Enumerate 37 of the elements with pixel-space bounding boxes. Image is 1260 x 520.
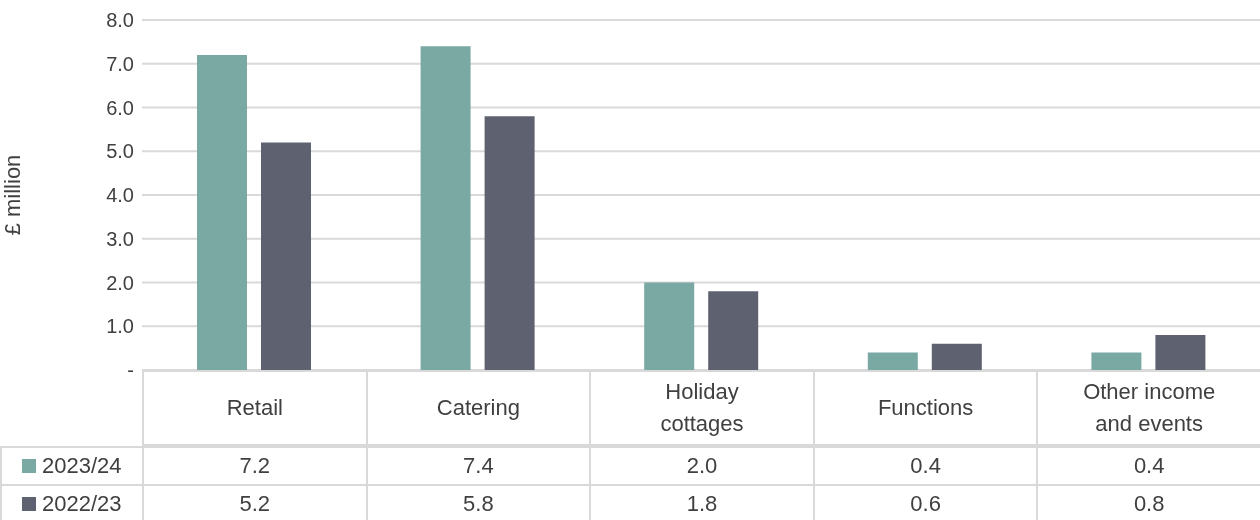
x-tick-label: Catering xyxy=(365,372,590,446)
bar xyxy=(1091,352,1142,370)
legend-label: 2022/23 xyxy=(42,490,122,518)
bar xyxy=(197,55,247,370)
data-label: 7.4 xyxy=(365,446,590,486)
x-tick-label: Holiday cottages xyxy=(589,372,813,446)
bar xyxy=(420,46,471,370)
data-label: 0.8 xyxy=(1036,486,1260,520)
legend-label: 2023/24 xyxy=(42,452,122,480)
bar xyxy=(261,142,311,370)
bar xyxy=(1155,335,1206,370)
y-tick-label: 7.0 xyxy=(106,52,134,75)
y-tick-label: 2.0 xyxy=(106,271,134,294)
data-label: 5.2 xyxy=(142,486,366,520)
data-label: 0.4 xyxy=(1036,446,1260,486)
y-tick-label: 3.0 xyxy=(106,227,134,250)
x-tick-label: Other income and events xyxy=(1036,372,1260,446)
y-tick-label: 6.0 xyxy=(106,96,134,119)
data-label: 2.0 xyxy=(589,446,813,486)
y-tick-label: - xyxy=(127,359,134,382)
y-tick-label: 8.0 xyxy=(106,9,134,32)
data-label: 7.2 xyxy=(142,446,366,486)
x-tick-label: Retail xyxy=(142,372,366,446)
bar xyxy=(708,291,759,370)
y-tick-label: 5.0 xyxy=(106,140,134,163)
data-label: 1.8 xyxy=(589,486,813,520)
y-tick-label: 1.0 xyxy=(106,315,134,338)
y-axis-title: £ million xyxy=(0,154,25,236)
bar xyxy=(931,343,982,370)
y-tick-label: 4.0 xyxy=(106,184,134,207)
bar xyxy=(867,352,918,370)
bar xyxy=(644,282,695,370)
x-tick-label: Functions xyxy=(812,372,1037,446)
data-label: 0.6 xyxy=(812,486,1037,520)
data-label: 0.4 xyxy=(812,446,1037,486)
data-label: 5.8 xyxy=(365,486,590,520)
bar xyxy=(484,116,535,370)
